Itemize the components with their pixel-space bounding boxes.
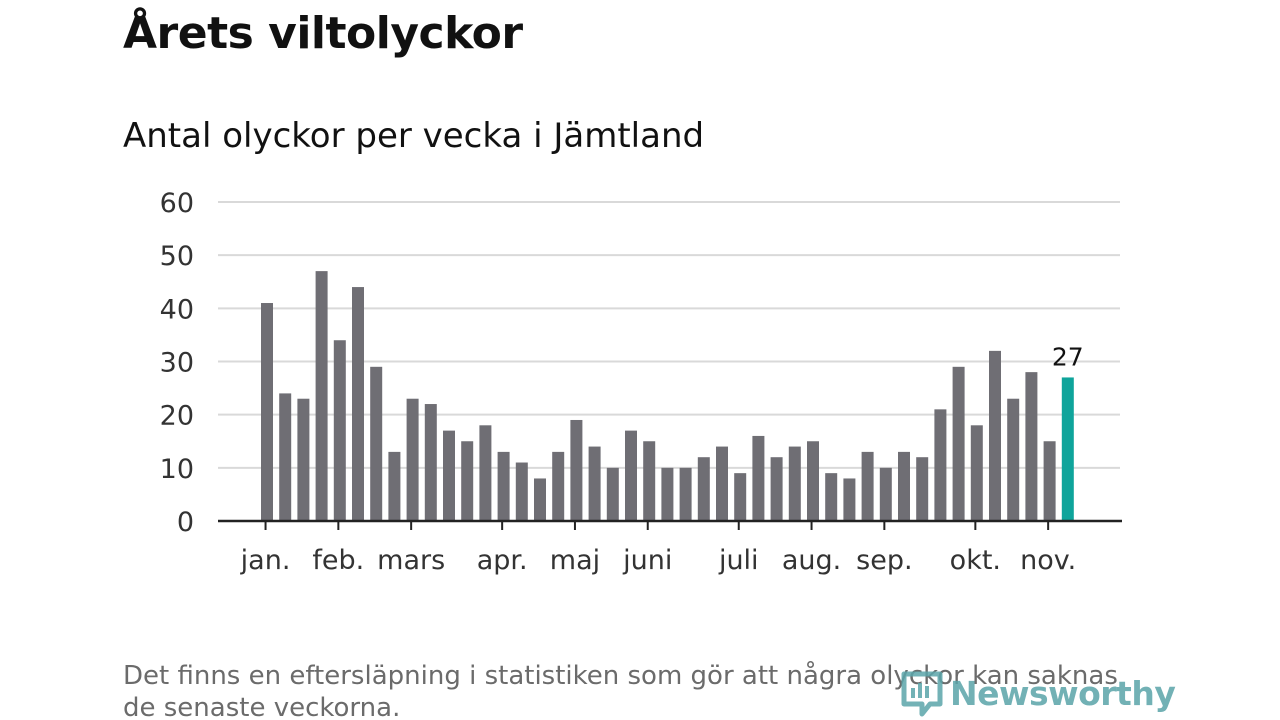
y-tick-label-20: 20 xyxy=(160,401,194,432)
bar-week-41 xyxy=(989,350,1001,521)
bar-week-7 xyxy=(370,366,383,521)
bar-week-17 xyxy=(552,451,565,521)
bar-week-26 xyxy=(716,446,728,521)
bar-week-1 xyxy=(261,303,273,521)
bar-week-38 xyxy=(934,409,947,521)
bar-week-10 xyxy=(424,404,437,521)
y-tick-label-40: 40 xyxy=(160,294,194,325)
bar-week-36 xyxy=(898,451,910,521)
bar-week-6 xyxy=(352,287,364,521)
chart-title: Årets viltolyckor xyxy=(123,8,523,59)
x-tick-label-10: nov. xyxy=(1020,545,1076,576)
bar-week-13 xyxy=(479,425,492,521)
x-tick-label-4: maj xyxy=(550,545,600,576)
x-tick-label-9: okt. xyxy=(950,545,1001,576)
x-tick-label-6: juli xyxy=(718,545,759,576)
bar-week-15 xyxy=(515,462,528,521)
bar-week-29 xyxy=(770,457,783,521)
y-tick-label-30: 30 xyxy=(160,348,194,379)
bar-week-24 xyxy=(679,467,692,521)
bar-week-25 xyxy=(697,457,710,521)
y-tick-label-50: 50 xyxy=(160,241,194,272)
bar-week-9 xyxy=(406,398,419,521)
footnote: Det finns en eftersläpning i statistiken… xyxy=(123,661,1118,720)
bar-week-3 xyxy=(297,398,310,521)
x-tick-label-2: mars xyxy=(377,545,445,576)
bar-week-22 xyxy=(643,441,656,521)
y-tick-label-0: 0 xyxy=(177,507,194,538)
bar-week-28 xyxy=(752,435,765,521)
bar-week-23 xyxy=(661,467,674,521)
newsworthy-logo[interactable]: Newsworthy xyxy=(900,666,1176,720)
x-tick-label-3: apr. xyxy=(477,545,528,576)
x-tick-label-8: sep. xyxy=(856,545,912,576)
y-tick-label-60: 60 xyxy=(160,188,194,219)
x-tick-label-5: juni xyxy=(622,545,672,576)
x-tick-label-0: jan. xyxy=(240,545,291,576)
bar-week-33 xyxy=(843,478,856,521)
bar-week-32 xyxy=(825,473,838,521)
bar-week-21 xyxy=(625,430,637,521)
highlight-data-label: 27 xyxy=(1052,342,1084,371)
bar-week-34 xyxy=(861,451,874,521)
bar-week-40 xyxy=(970,425,983,521)
bar-week-31 xyxy=(807,441,819,521)
bar-week-37 xyxy=(916,457,929,521)
bar-week-12 xyxy=(461,441,474,521)
x-tick-label-7: aug. xyxy=(782,545,841,576)
bar-week-42 xyxy=(1007,398,1020,521)
bar-week-19 xyxy=(588,446,601,521)
x-tick-label-1: feb. xyxy=(312,545,364,576)
bar-week-44 xyxy=(1043,441,1056,521)
y-tick-label-10: 10 xyxy=(160,454,194,485)
bar-week-14 xyxy=(497,451,510,521)
bar-week-4 xyxy=(315,271,328,521)
bar-week-27 xyxy=(734,473,747,521)
bar-week-18 xyxy=(570,419,583,521)
chart-subtitle: Antal olyckor per vecka i Jämtland xyxy=(123,116,705,156)
newsworthy-logo-icon xyxy=(901,671,943,717)
highlight-bar xyxy=(1061,377,1074,521)
bar-week-35 xyxy=(879,467,892,521)
bar-week-5 xyxy=(333,340,346,521)
bar-week-30 xyxy=(788,446,801,521)
bar-week-20 xyxy=(606,467,619,521)
bar-week-16 xyxy=(534,478,546,521)
bar-week-8 xyxy=(388,451,401,521)
bar-week-43 xyxy=(1025,372,1038,521)
bar-week-39 xyxy=(952,366,965,521)
bar-week-2 xyxy=(279,393,292,521)
bar-week-11 xyxy=(443,430,455,521)
newsworthy-logo-text: Newsworthy xyxy=(950,673,1176,713)
